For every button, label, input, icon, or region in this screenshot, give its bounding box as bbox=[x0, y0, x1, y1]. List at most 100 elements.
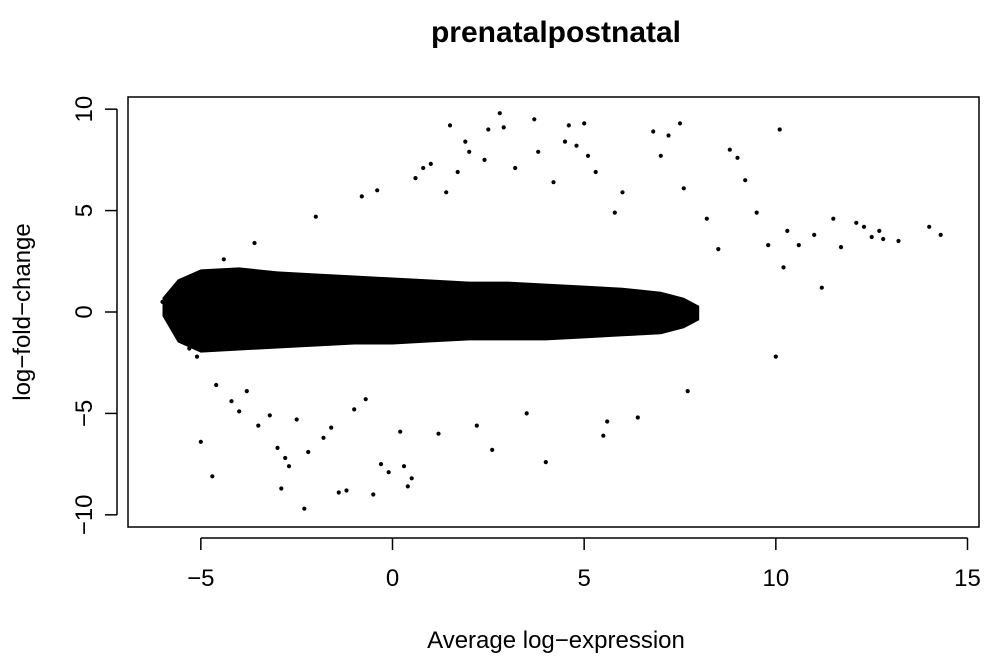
data-point bbox=[306, 449, 311, 455]
data-point bbox=[781, 265, 786, 270]
data-point bbox=[812, 232, 817, 237]
data-point bbox=[490, 447, 495, 452]
data-point bbox=[363, 397, 368, 402]
y-axis: −10 −5 0 5 10 bbox=[71, 96, 118, 535]
data-point bbox=[486, 127, 491, 132]
data-point bbox=[532, 117, 537, 122]
y-tick-label: −10 bbox=[71, 494, 98, 535]
data-point bbox=[766, 243, 771, 248]
data-point bbox=[666, 133, 671, 138]
x-axis-label: Average log−expression bbox=[427, 627, 685, 654]
data-point bbox=[294, 417, 299, 422]
data-point bbox=[275, 445, 280, 450]
data-point bbox=[359, 194, 364, 199]
data-point bbox=[221, 257, 226, 262]
data-point bbox=[601, 433, 606, 438]
data-point bbox=[214, 382, 219, 388]
data-point bbox=[838, 245, 844, 250]
data-point bbox=[574, 143, 579, 148]
data-point bbox=[482, 157, 487, 162]
data-point bbox=[773, 354, 778, 359]
data-point bbox=[256, 423, 261, 428]
data-point bbox=[620, 190, 625, 195]
y-tick-label: 10 bbox=[71, 96, 98, 123]
data-point bbox=[704, 216, 709, 221]
data-point bbox=[877, 228, 882, 233]
data-point bbox=[168, 303, 173, 308]
data-point bbox=[543, 460, 548, 465]
data-point bbox=[658, 153, 663, 158]
scatter-points bbox=[160, 111, 943, 511]
data-point bbox=[754, 210, 759, 215]
data-point bbox=[229, 399, 234, 404]
data-point bbox=[371, 492, 376, 497]
y-tick-label: −5 bbox=[71, 400, 98, 427]
data-point bbox=[313, 214, 318, 219]
data-point bbox=[302, 506, 307, 511]
data-point bbox=[447, 123, 453, 128]
data-point bbox=[501, 125, 506, 130]
data-point bbox=[474, 423, 479, 428]
y-tick-label: 0 bbox=[71, 305, 98, 318]
plot-frame bbox=[127, 96, 980, 528]
data-point bbox=[175, 318, 180, 323]
data-point bbox=[329, 425, 334, 430]
data-point bbox=[735, 155, 740, 160]
data-point bbox=[582, 121, 587, 126]
data-point bbox=[869, 234, 874, 240]
data-point bbox=[375, 188, 380, 193]
data-point bbox=[386, 470, 391, 475]
x-tick-label: 5 bbox=[577, 565, 590, 592]
data-point bbox=[777, 127, 782, 132]
data-point bbox=[831, 216, 836, 221]
data-point bbox=[405, 484, 410, 489]
data-point bbox=[398, 429, 403, 434]
data-point bbox=[413, 176, 418, 181]
y-tick-label: 5 bbox=[71, 204, 98, 217]
data-point bbox=[455, 169, 460, 175]
data-point bbox=[819, 285, 824, 290]
data-point bbox=[210, 474, 215, 479]
data-point bbox=[187, 346, 192, 351]
data-point bbox=[927, 224, 932, 229]
data-point bbox=[421, 165, 426, 171]
dense-point-cloud bbox=[162, 267, 700, 353]
x-axis: −5 0 5 10 15 bbox=[187, 537, 981, 592]
data-point bbox=[463, 139, 468, 144]
data-point bbox=[536, 149, 541, 154]
data-point bbox=[179, 334, 184, 339]
data-point bbox=[524, 411, 529, 416]
data-point bbox=[743, 178, 748, 183]
data-point bbox=[344, 488, 349, 493]
x-tick-label: −5 bbox=[187, 565, 214, 592]
data-point bbox=[378, 462, 384, 467]
x-tick-label: 10 bbox=[762, 565, 789, 592]
data-point bbox=[854, 220, 859, 225]
data-point bbox=[428, 161, 433, 166]
chart-title: prenatalpostnatal bbox=[431, 16, 681, 49]
data-point bbox=[685, 389, 690, 394]
data-point bbox=[401, 464, 407, 469]
data-point bbox=[651, 129, 656, 134]
data-point bbox=[444, 190, 449, 195]
data-point bbox=[562, 139, 568, 144]
data-point bbox=[336, 490, 341, 495]
data-point bbox=[551, 180, 556, 185]
data-point bbox=[191, 275, 196, 280]
data-point bbox=[171, 291, 177, 296]
data-point bbox=[409, 476, 414, 481]
data-point bbox=[252, 240, 257, 246]
data-point bbox=[861, 224, 867, 229]
data-point bbox=[677, 121, 683, 126]
data-point bbox=[164, 297, 169, 302]
data-point bbox=[716, 247, 721, 252]
data-point bbox=[681, 186, 686, 191]
data-point bbox=[727, 147, 732, 152]
data-point bbox=[194, 354, 200, 359]
x-tick-label: 0 bbox=[386, 565, 399, 592]
data-point bbox=[585, 153, 591, 158]
data-point bbox=[244, 389, 249, 394]
x-tick-label: 15 bbox=[954, 565, 981, 592]
data-point bbox=[513, 165, 518, 171]
